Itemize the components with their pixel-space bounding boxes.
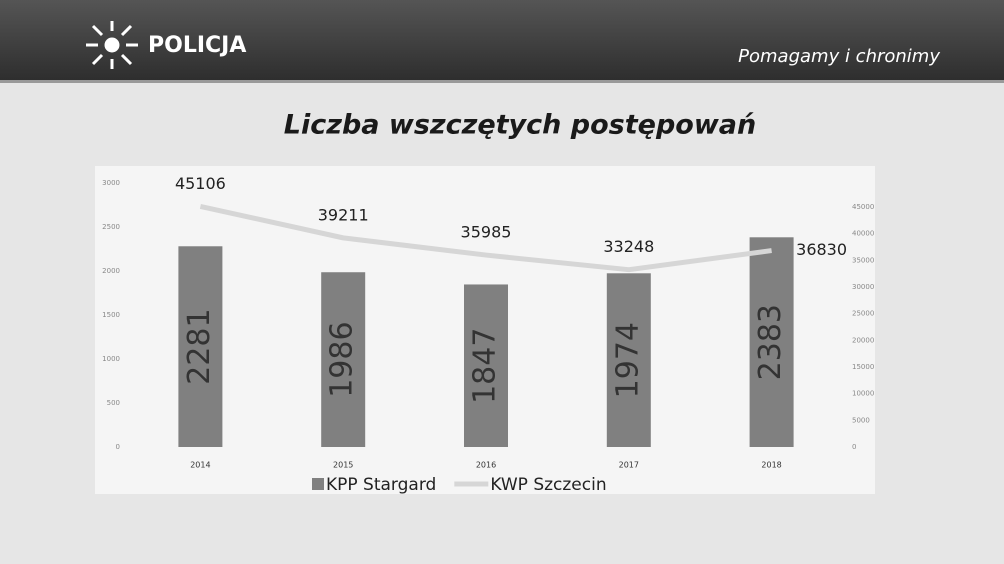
legend-label: KPP Stargard (326, 475, 436, 495)
bar-value-label: 2281 (182, 308, 217, 384)
x-tick-label: 2016 (476, 461, 496, 470)
y2-tick-label: 5000 (852, 416, 870, 424)
y2-tick-label: 15000 (852, 363, 874, 371)
header-rule (0, 80, 1004, 83)
y2-tick-label: 40000 (852, 230, 874, 238)
legend-swatch (312, 478, 324, 490)
y2-tick-label: 35000 (852, 256, 874, 264)
x-tick-label: 2015 (333, 461, 353, 470)
line (199, 203, 772, 273)
line-value-label: 45106 (175, 174, 226, 193)
bar (321, 272, 366, 447)
x-tick-label: 2018 (761, 461, 781, 470)
y2-tick-label: 10000 (852, 390, 874, 398)
y2-tick-label: 0 (852, 443, 856, 451)
x-tick-label: 2017 (619, 461, 639, 470)
bar-value-label: 2383 (753, 304, 788, 380)
bar (464, 284, 508, 447)
bar-value-label: 1847 (468, 328, 503, 404)
y-tick-label: 1500 (102, 311, 120, 319)
y-tick-label: 3000 (102, 179, 120, 187)
x-tick-label: 2014 (190, 461, 210, 470)
line-value-label: 39211 (318, 205, 369, 224)
line-value-label: 35985 (461, 223, 512, 242)
bar (606, 273, 651, 447)
y2-tick-label: 25000 (852, 310, 874, 318)
y-tick-label: 0 (116, 443, 120, 451)
y2-tick-label: 30000 (852, 283, 874, 291)
bar (749, 237, 794, 447)
bar (178, 246, 223, 447)
y2-tick-label: 45000 (852, 203, 874, 211)
chart-title: Liczba wszczętych postępowań (284, 110, 756, 141)
legend-label: KWP Szczecin (490, 475, 606, 495)
y-tick-label: 1000 (102, 355, 120, 363)
y-tick-label: 2000 (102, 267, 120, 275)
y2-tick-label: 20000 (852, 336, 874, 344)
logo (86, 21, 138, 69)
brand: POLICJA (148, 33, 246, 58)
y-tick-label: 500 (107, 399, 120, 407)
bar-value-label: 1974 (610, 322, 645, 398)
line-value-label: 36830 (796, 240, 847, 259)
slogan: Pomagamy i chronimy (738, 46, 940, 67)
bar-value-label: 1986 (325, 321, 360, 397)
y-tick-label: 2500 (102, 223, 120, 231)
header-bar (0, 0, 1004, 80)
line-value-label: 33248 (603, 237, 654, 256)
